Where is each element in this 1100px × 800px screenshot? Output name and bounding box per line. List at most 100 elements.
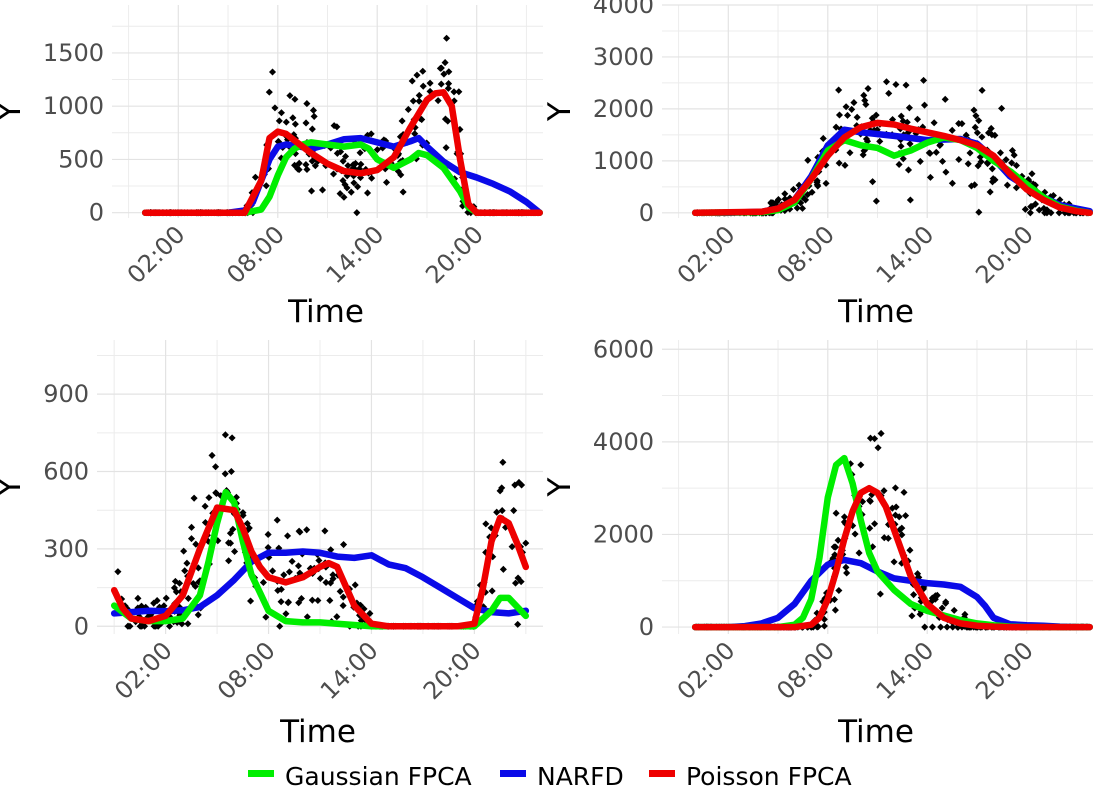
observation-point [892, 80, 900, 89]
observation-point [830, 596, 839, 604]
observation-point [303, 165, 311, 173]
observation-point [988, 165, 996, 173]
observation-point [274, 586, 282, 595]
observation-point [842, 103, 850, 111]
observation-point [832, 509, 840, 517]
observation-point [114, 568, 122, 576]
observation-point [397, 171, 405, 179]
observation-point [134, 594, 142, 602]
observation-point [303, 100, 311, 108]
observation-point [162, 594, 170, 602]
observation-point [936, 141, 944, 149]
x-tick-label: 14:00 [315, 636, 384, 705]
observation-point [921, 623, 929, 631]
observation-point [866, 434, 874, 442]
observation-point [841, 161, 849, 169]
series-line-poisson-fpca [691, 119, 1093, 217]
observation-point [276, 622, 284, 630]
observation-point [187, 535, 196, 543]
observation-point [440, 70, 448, 78]
observation-point [941, 95, 949, 103]
observation-point [373, 146, 381, 154]
series-line-poisson-fpca [110, 504, 530, 630]
x-tick-label: 02:00 [122, 220, 191, 289]
observation-point [340, 541, 348, 549]
y-tick-label: 300 [43, 535, 89, 563]
observation-point [949, 623, 957, 631]
observation-point [443, 34, 451, 42]
observation-point [926, 149, 934, 157]
observation-point [364, 189, 372, 197]
observation-point [318, 186, 327, 194]
observation-point [820, 622, 828, 630]
observation-point [308, 596, 316, 604]
observation-point [920, 76, 928, 84]
observation-point [347, 188, 355, 196]
observation-point [499, 458, 507, 466]
observation-point [942, 168, 950, 176]
observation-point [262, 613, 270, 621]
observation-point [208, 451, 216, 459]
observation-point [898, 524, 906, 532]
observation-point [277, 598, 285, 606]
observation-point [221, 431, 229, 439]
observation-point [413, 71, 421, 79]
observation-point [339, 602, 347, 610]
series-line-poisson-fpca [141, 89, 543, 216]
observation-point [822, 179, 830, 187]
observation-point [228, 434, 236, 442]
observation-point [409, 97, 417, 105]
observation-point [482, 520, 490, 528]
observation-point [522, 539, 530, 547]
observation-point [789, 185, 798, 193]
observation-point [948, 126, 956, 134]
observation-point [190, 494, 198, 502]
observation-point [899, 155, 907, 163]
x-tick-label: 02:00 [672, 220, 741, 289]
observation-point [866, 496, 874, 504]
observation-point [1028, 170, 1036, 178]
observation-point [906, 196, 914, 204]
observation-point [404, 105, 412, 114]
observation-point [892, 503, 900, 511]
x-tick-label: 14:00 [321, 220, 390, 289]
observation-point [180, 547, 188, 555]
observation-point [921, 101, 929, 109]
legend-label-narfd: NARFD [537, 762, 624, 791]
observation-point [184, 620, 192, 628]
observation-point [1010, 151, 1018, 159]
observation-point [265, 88, 273, 96]
observation-point [891, 511, 899, 519]
observation-point [280, 571, 288, 579]
observation-point [928, 623, 936, 631]
x-tick-label: 08:00 [771, 220, 840, 289]
observation-point [781, 190, 789, 198]
observation-point [289, 114, 297, 122]
observation-point [913, 115, 922, 123]
observation-point [869, 178, 877, 186]
observation-point [212, 463, 220, 471]
observation-point [835, 86, 843, 94]
observation-point [859, 151, 867, 159]
observation-point [843, 111, 852, 119]
legend: Gaussian FPCA NARFD Poisson FPCA [248, 762, 852, 791]
observation-point [975, 117, 983, 125]
series-line-narfd [691, 556, 1093, 631]
y-tick-label: 2000 [593, 95, 654, 123]
observation-point [499, 565, 507, 573]
observation-point [814, 623, 822, 631]
observation-point [904, 166, 913, 174]
observation-point [351, 581, 359, 589]
observation-point [864, 85, 872, 93]
y-tick-label: 6000 [593, 335, 654, 363]
observation-point [973, 129, 981, 137]
observation-point [247, 597, 255, 605]
observation-point [882, 78, 891, 86]
observation-point [798, 204, 807, 212]
observation-point [933, 591, 941, 599]
observation-point [321, 527, 329, 535]
observation-point [419, 82, 427, 90]
observation-point [336, 587, 344, 595]
observation-point [411, 130, 419, 138]
